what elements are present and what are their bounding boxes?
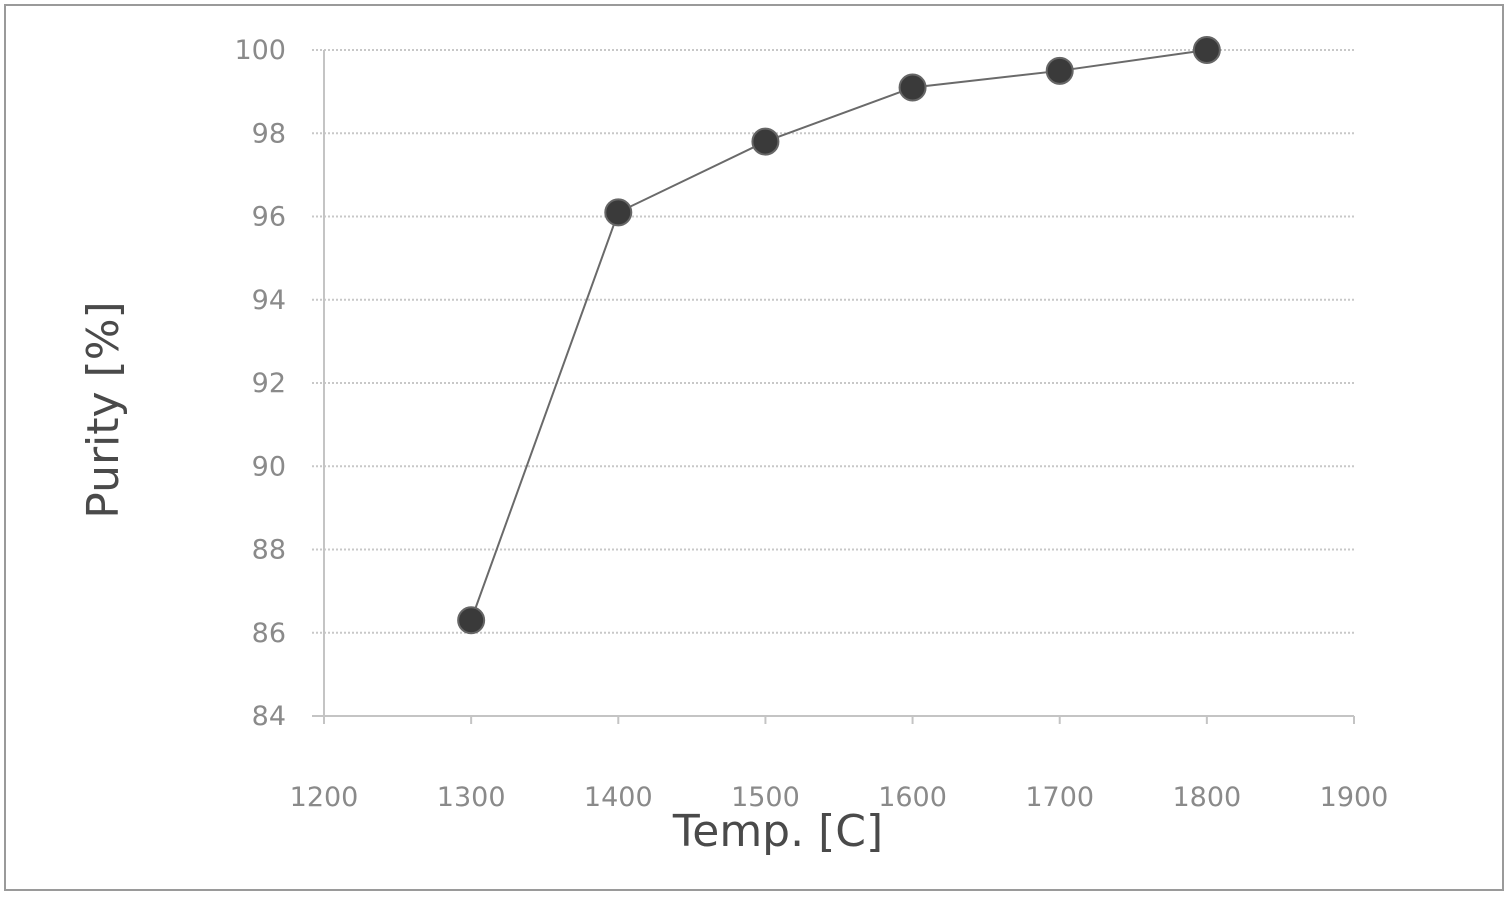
x-axis-title: Temp. [C] [672,806,883,857]
y-tick-label: 100 [234,35,286,66]
x-tick-label: 1900 [1320,782,1389,813]
y-axis-title: Purity [%] [78,301,129,518]
x-tick-label: 1700 [1025,782,1094,813]
y-tick-label: 94 [252,285,286,316]
data-point [751,127,780,156]
y-tick-label: 84 [252,701,286,732]
series [457,36,1221,635]
data-point [604,198,633,227]
chart-frame [4,4,1504,891]
data-point [898,73,927,102]
data-point [1045,56,1074,85]
y-tick-label: 98 [252,118,286,149]
x-tick-label: 1300 [437,782,506,813]
tick-labels: 84 86 88 90 92 94 96 98 100 1200 1300 1400 1500 1600 1… [234,35,1388,813]
gridlines [312,49,1354,634]
data-point [1192,36,1221,64]
y-tick-label: 86 [252,618,286,649]
axes [312,50,1355,724]
x-tick-label: 1800 [1172,782,1241,813]
x-tick-label: 1200 [290,782,359,813]
data-point [457,606,486,635]
y-tick-label: 90 [252,451,286,482]
x-tick-label: 1400 [584,782,653,813]
series-line [470,49,1207,621]
y-tick-label: 96 [252,202,286,233]
y-tick-label: 92 [252,368,286,399]
x-tick-label: 1600 [878,782,947,813]
y-tick-label: 88 [252,535,286,566]
x-tick-label: 1500 [731,782,800,813]
